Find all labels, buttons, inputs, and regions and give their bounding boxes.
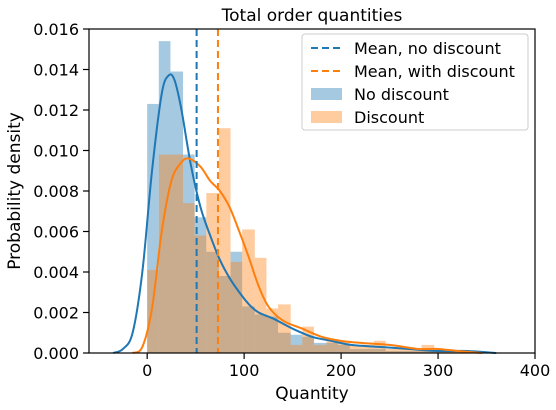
histogram-bar-no-discount-13 — [302, 336, 314, 353]
histogram-bar-no-discount-20 — [385, 350, 399, 353]
histogram-bar-discount-11 — [278, 304, 291, 353]
histogram-bar-discount-22 — [409, 348, 422, 353]
histogram-bar-no-discount-23 — [421, 350, 435, 353]
y-axis-title: Probability density — [5, 112, 25, 270]
y-tick-label: 0.008 — [33, 182, 79, 201]
x-tick-label: 200 — [326, 361, 357, 380]
histogram-bar-no-discount-15 — [326, 342, 339, 354]
histogram-bar-discount-14 — [313, 344, 327, 353]
histogram-bar-no-discount-21 — [398, 350, 410, 353]
histogram-bar-no-discount-7 — [230, 251, 243, 353]
y-tick-label: 0.004 — [33, 263, 79, 282]
x-tick-label: 400 — [520, 361, 551, 380]
histogram-bar-discount-21 — [398, 348, 410, 353]
kde-line-no-discount — [112, 73, 497, 354]
y-tick-label: 0.006 — [33, 223, 79, 242]
histogram-bar-discount-3 — [183, 203, 195, 353]
y-tick-label: 0.012 — [33, 101, 79, 120]
histogram-bar-no-discount-22 — [409, 350, 422, 353]
histogram-bar-no-discount-8 — [242, 306, 255, 353]
histogram-bar-discount-13 — [302, 326, 314, 353]
y-tick-label: 0.000 — [33, 344, 79, 363]
histogram-bar-discount-18 — [362, 344, 375, 353]
histogram-bar-no-discount-16 — [338, 344, 350, 353]
plot-area — [112, 29, 497, 354]
histogram-bar-no-discount-18 — [362, 348, 375, 353]
y-tick-label: 0.014 — [33, 61, 79, 80]
histogram-bar-no-discount-0 — [147, 103, 159, 353]
histogram-bar-discount-1 — [158, 154, 171, 353]
legend-label: Mean, no discount — [354, 39, 501, 58]
legend-swatch-patch — [311, 88, 342, 100]
histogram-bar-discount-15 — [326, 340, 339, 353]
histogram-bar-no-discount-14 — [313, 342, 327, 354]
histogram-bar-discount-6 — [218, 128, 231, 353]
histogram-bar-no-discount-17 — [349, 348, 363, 353]
histogram-bar-discount-10 — [266, 308, 279, 353]
histogram-bar-no-discount-5 — [206, 251, 219, 353]
histogram-bar-discount-4 — [194, 235, 207, 353]
x-tick-label: 0 — [142, 361, 152, 380]
histogram-bar-discount-12 — [290, 344, 303, 353]
histogram-bar-discount-9 — [254, 257, 267, 353]
histogram-bar-no-discount-9 — [254, 314, 267, 353]
histogram-bar-discount-17 — [349, 344, 363, 353]
histogram-bar-discount-0 — [147, 269, 159, 353]
x-tick-label: 300 — [423, 361, 454, 380]
histogram-bar-no-discount-2 — [170, 71, 184, 353]
y-tick-label: 0.010 — [33, 142, 79, 161]
kde-line-discount — [132, 157, 482, 354]
x-axis-title: Quantity — [275, 384, 348, 404]
legend: Mean, no discount Mean, with discount No d… — [301, 33, 529, 131]
histogram-bar-discount-16 — [338, 340, 350, 353]
histogram-bar-no-discount-1 — [158, 41, 171, 354]
histogram-bar-discount-8 — [242, 229, 255, 353]
histogram-bar-discount-7 — [230, 261, 243, 354]
axes: 0 100 200 300 400 0.000 0.002 0.004 0.006 0.008 0.… — [33, 20, 550, 380]
legend-label: Discount — [354, 108, 424, 127]
x-tick-label: 100 — [229, 361, 260, 380]
chart-title: Total order quantities — [221, 6, 403, 26]
histogram-bar-no-discount-19 — [374, 348, 386, 353]
legend-label: No discount — [354, 85, 449, 104]
histogram-bar-discount-2 — [170, 154, 184, 353]
histogram-bar-discount-20 — [385, 348, 399, 353]
histogram-bar-no-discount-11 — [278, 332, 291, 353]
histogram-bar-no-discount-3 — [183, 154, 195, 353]
y-tick-label: 0.002 — [33, 304, 79, 323]
histogram-bar-no-discount-6 — [218, 276, 231, 353]
histogram-bar-no-discount-12 — [290, 334, 303, 353]
legend-frame — [301, 33, 529, 131]
y-tick-label: 0.016 — [33, 20, 79, 39]
histogram-bar-no-discount-10 — [266, 316, 279, 353]
histogram-bar-no-discount-4 — [194, 217, 207, 353]
legend-swatch-patch — [311, 111, 342, 123]
legend-label: Mean, with discount — [354, 62, 515, 81]
